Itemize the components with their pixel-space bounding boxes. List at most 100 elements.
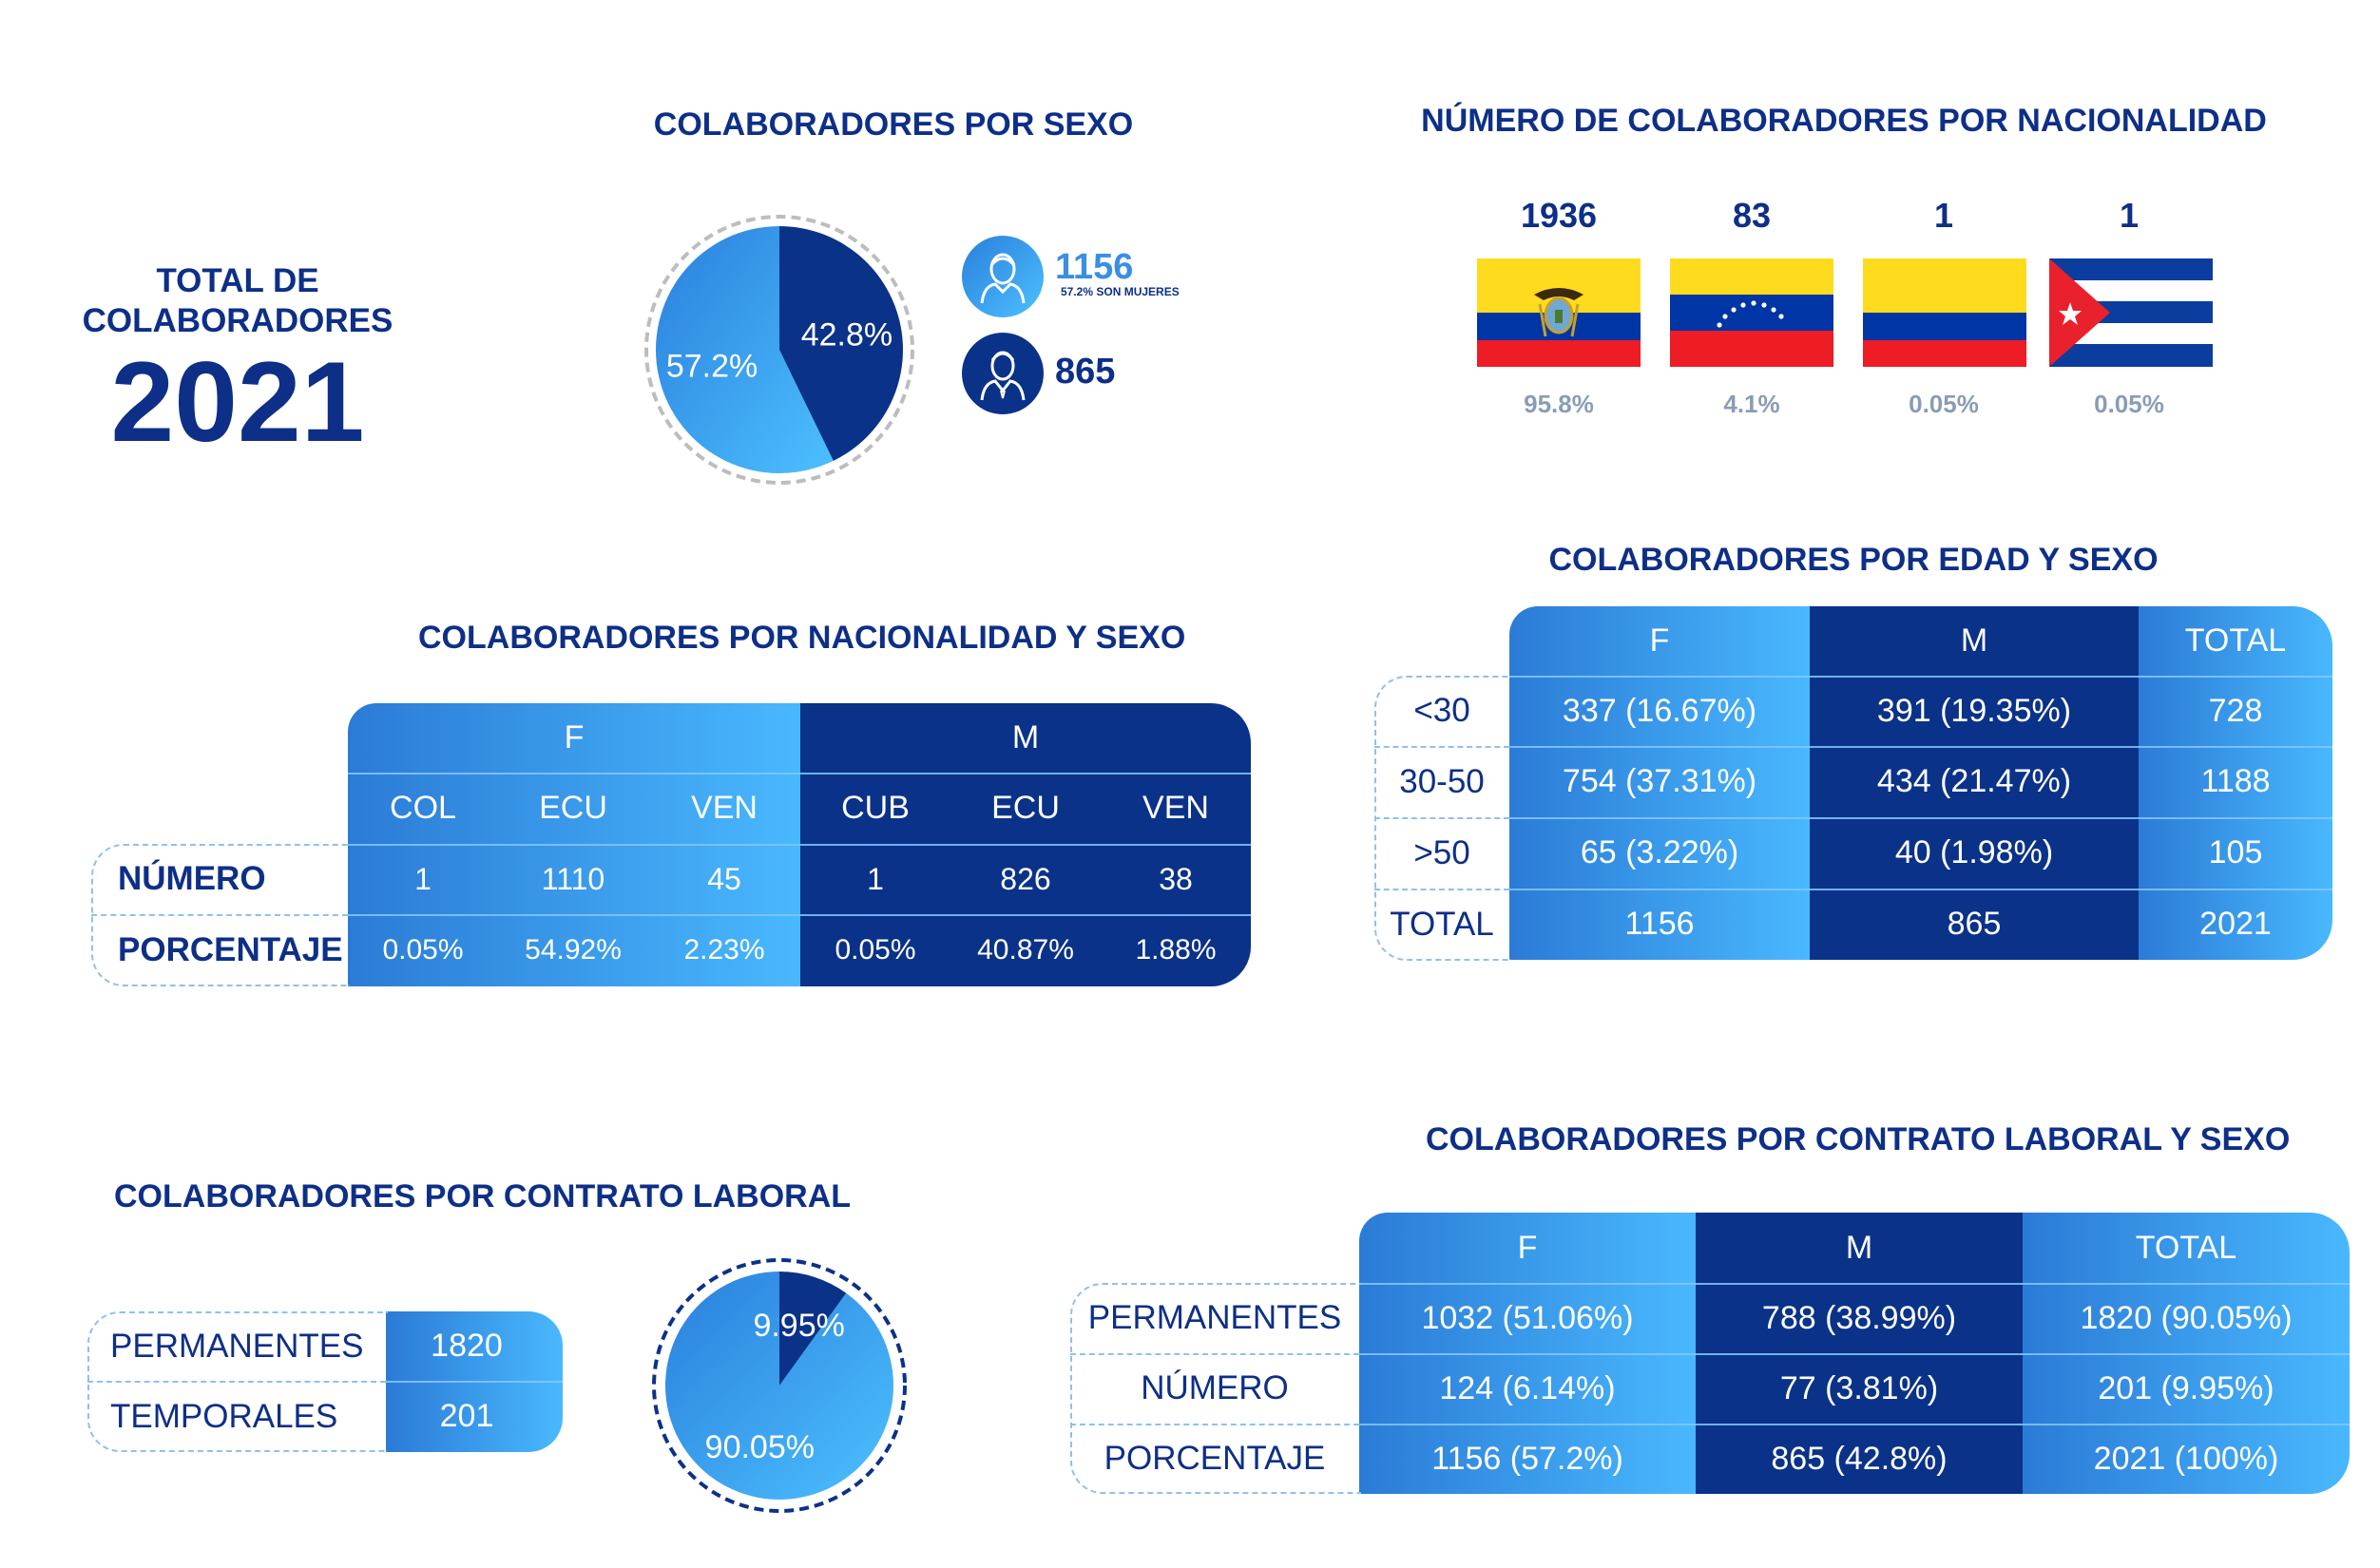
total-block: TOTAL DE COLABORADORES 2021: [57, 261, 418, 459]
male-count: 865: [1055, 352, 1116, 392]
nac-sexo-header-f: F: [564, 719, 585, 755]
contrato-sexo-row-label: NÚMERO: [1141, 1369, 1289, 1406]
nac-sexo-row-label: NÚMERO: [118, 860, 266, 897]
nac-sexo-col-header: VEN: [1142, 790, 1209, 826]
contrato-pie-label-0: 90.05%: [705, 1429, 815, 1465]
sexo-pie-label-1: 42.8%: [801, 317, 892, 354]
cuba-triangle-star-icon: [2049, 258, 2110, 367]
contrato-pie-chart: 90.05% 9.95%: [652, 1258, 907, 1513]
edad-sexo-cell: 434 (21.47%): [1876, 763, 2072, 799]
contrato-pie-slice-1: [779, 1272, 847, 1386]
edad-sexo-row-label: <30: [1413, 692, 1470, 729]
female-note: 57.2% SON MUJERES: [1061, 285, 1180, 298]
contrato-sexo-header: M: [1845, 1229, 1873, 1266]
edad-sexo-title: COLABORADORES POR EDAD Y SEXO: [1548, 542, 2159, 578]
edad-sexo-cell: 105: [2208, 834, 2263, 870]
contrato-sexo-row-label-frame: [1070, 1283, 1361, 1494]
nac-sexo-porcentaje-cell: 0.05%: [382, 934, 464, 966]
edad-sexo-f-block: [1509, 606, 1810, 960]
total-label-line1: TOTAL DE: [156, 262, 319, 299]
edad-sexo-row-label: 30-50: [1399, 762, 1485, 800]
edad-sexo-cell: 865: [1947, 906, 2002, 942]
edad-sexo-cell: 728: [2208, 692, 2263, 729]
nac-sexo-row-label: PORCENTAJE: [118, 931, 343, 968]
edad-sexo-total-block: [2139, 606, 2332, 960]
contrato-sexo-cell: 2021 (100%): [2093, 1440, 2279, 1477]
nac-sexo-numero-cell: 45: [707, 861, 741, 896]
venezuela-stars-icon: [1717, 300, 1784, 328]
ecuador-coat-of-arms-icon: [1534, 288, 1583, 337]
contrato-value-cell: 201: [439, 1398, 494, 1434]
woman-icon: [980, 253, 1026, 304]
contrato-pie-label-1: 9.95%: [753, 1308, 844, 1344]
sexo-pie-slice-0: [655, 226, 834, 473]
nac-pct-colombia: 0.05%: [1909, 390, 1979, 418]
contrato-value-cell: 1820: [431, 1328, 503, 1364]
edad-sexo-header: M: [1960, 622, 1988, 659]
nac-sexo-numero-cell: 1110: [541, 861, 605, 896]
nac-sexo-numero-cell: 826: [1000, 861, 1051, 896]
nac-sexo-numero-cell: 38: [1159, 861, 1193, 896]
contrato-sexo-cell: 788 (38.99%): [1761, 1299, 1957, 1336]
total-label-line2: COLABORADORES: [82, 302, 393, 339]
nac-sexo-col-header: CUB: [841, 790, 910, 826]
contrato-row-label: TEMPORALES: [110, 1397, 338, 1435]
contrato-sexo-cell: 1156 (57.2%): [1431, 1440, 1623, 1477]
ecuador-flag: [1477, 258, 1641, 367]
nac-sexo-porcentaje-cell: 0.05%: [835, 934, 916, 966]
edad-sexo-cell: 391 (19.35%): [1876, 692, 2072, 729]
sexo-pie-label-0: 57.2%: [666, 348, 758, 384]
contrato-sexo-cell: 865 (42.8%): [1771, 1440, 1948, 1477]
nacionalidad-title: NÚMERO DE COLABORADORES POR NACIONALIDAD: [1421, 103, 2267, 139]
venezuela-flag: [1670, 258, 1833, 367]
contrato-row-label: PERMANENTES: [110, 1327, 364, 1365]
sexo-pie-chart: 57.2% 42.8%: [644, 215, 914, 485]
sexo-title: COLABORADORES POR SEXO: [653, 106, 1134, 143]
nac-sexo-col-header: VEN: [691, 790, 758, 826]
cuba-flag: [2049, 258, 2213, 367]
nac-sexo-porcentaje-cell: 1.88%: [1135, 934, 1217, 966]
male-avatar-circle: [962, 333, 1044, 414]
edad-sexo-header: TOTAL: [2184, 622, 2287, 659]
edad-sexo-cell: 40 (1.98%): [1894, 834, 2054, 870]
nac-sexo-col-header: ECU: [991, 790, 1060, 826]
nac-sexo-porcentaje-cell: 2.23%: [683, 934, 765, 966]
total-value: 2021: [110, 338, 365, 466]
contrato-sexo-cell: 201 (9.95%): [2098, 1369, 2274, 1406]
nac-count-ecuador: 1936: [1520, 196, 1598, 235]
edad-sexo-row-label: >50: [1413, 833, 1470, 871]
edad-sexo-m-block: [1810, 606, 2139, 960]
nac-sexo-porcentaje-cell: 54.92%: [525, 934, 622, 966]
nac-pct-ecuador: 95.8%: [1524, 390, 1594, 418]
contrato-sexo-title: COLABORADORES POR CONTRATO LABORAL Y SEX…: [1426, 1121, 2291, 1157]
nac-sexo-title: COLABORADORES POR NACIONALIDAD Y SEXO: [418, 620, 1186, 656]
contrato-sexo-cell: 77 (3.81%): [1779, 1369, 1939, 1406]
contrato-title: COLABORADORES POR CONTRATO LABORAL: [114, 1178, 852, 1214]
nac-sexo-col-header: ECU: [539, 790, 607, 826]
nac-sexo-numero-cell: 1: [414, 861, 432, 896]
edad-sexo-cell: 337 (16.67%): [1562, 692, 1757, 729]
nac-sexo-porcentaje-cell: 40.87%: [977, 934, 1074, 966]
female-count: 1156: [1055, 247, 1134, 287]
nac-sexo-col-header: COL: [390, 790, 456, 826]
nac-count-cuba: 1: [2119, 196, 2140, 235]
nac-sexo-header-m: M: [1011, 719, 1040, 755]
edad-sexo-row-label: TOTAL: [1390, 905, 1494, 943]
contrato-sexo-cell: 1032 (51.06%): [1421, 1299, 1634, 1336]
edad-sexo-cell: 754 (37.31%): [1562, 763, 1757, 799]
edad-sexo-cell: 65 (3.22%): [1580, 834, 1739, 870]
nac-sexo-numero-cell: 1: [867, 861, 884, 896]
edad-sexo-cell: 1188: [2200, 763, 2271, 799]
contrato-sexo-cell: 124 (6.14%): [1439, 1369, 1616, 1406]
contrato-sexo-cell: 1820 (90.05%): [2080, 1299, 2293, 1336]
edad-sexo-cell: 2021: [2199, 906, 2272, 942]
female-avatar-circle: [962, 236, 1044, 317]
sexo-pie-slice-1: [779, 226, 903, 461]
nac-count-colombia: 1: [1933, 196, 1954, 235]
colombia-flag: [1863, 258, 2026, 367]
nac-pct-cuba: 0.05%: [2094, 390, 2164, 418]
man-icon: [980, 351, 1026, 401]
contrato-sexo-header: F: [1517, 1229, 1538, 1266]
nac-pct-venezuela: 4.1%: [1723, 390, 1780, 418]
edad-sexo-header: F: [1649, 622, 1670, 659]
